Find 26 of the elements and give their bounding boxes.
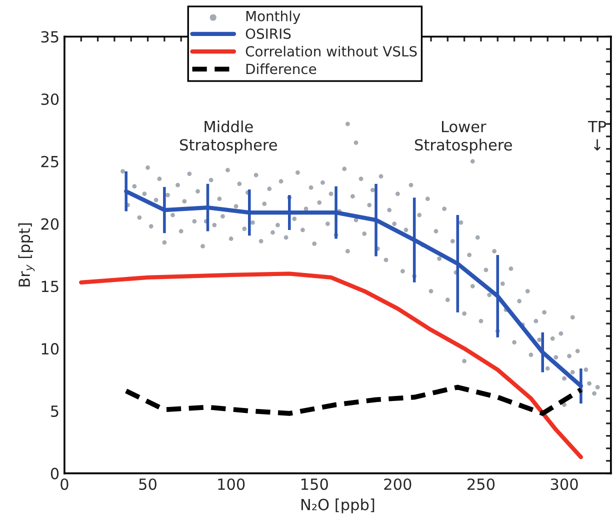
y-tick-label: 0 <box>50 468 59 480</box>
y-tick-label: 35 <box>41 31 58 43</box>
legend-label: Monthly <box>246 10 300 24</box>
annotation: TP ↓ <box>588 120 606 150</box>
annotation: Middle Stratosphere <box>180 120 277 154</box>
x-tick-label: 300 <box>550 478 578 490</box>
y-tick-label: 10 <box>42 343 59 355</box>
x-tick-label: 250 <box>468 478 495 490</box>
line-series <box>79 272 584 460</box>
x-tick-label: 200 <box>384 478 412 490</box>
legend-label: OSIRIS <box>246 28 291 39</box>
legend-label: Correlation without VSLS <box>246 46 417 57</box>
legend-label: Difference <box>246 63 316 74</box>
x-tick-label: 100 <box>218 478 245 490</box>
y-tick-label: 5 <box>51 406 58 417</box>
y-tick-label: 25 <box>41 156 58 168</box>
x-tick-label: 0 <box>60 478 68 490</box>
y-tick-label: 30 <box>41 93 59 106</box>
x-tick-label: 150 <box>301 478 328 490</box>
line-series <box>124 384 584 416</box>
y-tick-label: 20 <box>41 218 59 230</box>
y-tick-label: 15 <box>42 280 58 292</box>
y-axis-title: Br$_{y}$ [ppt] <box>18 223 35 286</box>
x-axis-title: N₂O [ppb] <box>301 498 374 514</box>
x-tick-label: 50 <box>139 478 156 490</box>
annotation: Lower Stratosphere <box>415 120 512 154</box>
